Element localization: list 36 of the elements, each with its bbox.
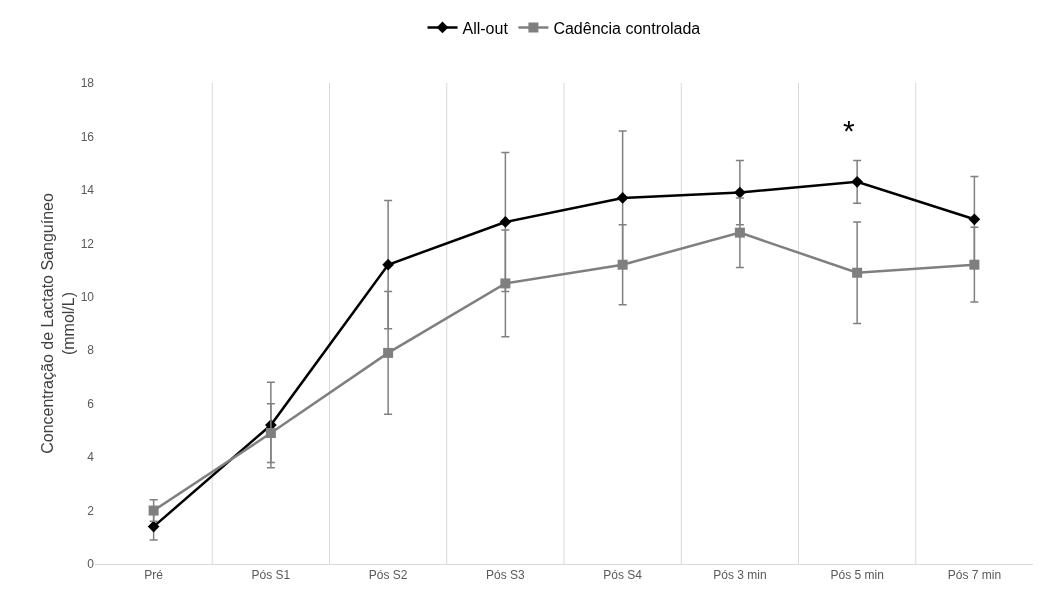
point bbox=[148, 505, 159, 516]
y-axis-title: Concentração de Lactato Sanguíneo (mmol/L) bbox=[39, 193, 77, 454]
x-tick-label: Pós 3 min bbox=[713, 568, 767, 583]
point bbox=[383, 347, 394, 358]
point bbox=[499, 216, 512, 228]
x-tick-label: Pós 5 min bbox=[830, 568, 884, 583]
y-tick-label: 18 bbox=[80, 76, 95, 91]
x-tick-label: Pós S2 bbox=[368, 568, 408, 583]
point bbox=[617, 259, 628, 270]
x-tick-label: Pré bbox=[144, 568, 164, 583]
y-tick-label: 16 bbox=[80, 129, 95, 144]
point bbox=[968, 213, 981, 226]
y-tick-label: 8 bbox=[87, 343, 95, 358]
y-tick-label: 4 bbox=[87, 450, 95, 465]
x-tick-label: Pós 7 min bbox=[947, 568, 1002, 583]
point bbox=[734, 186, 746, 199]
point bbox=[969, 259, 980, 270]
point bbox=[500, 278, 511, 289]
point bbox=[265, 428, 276, 439]
y-tick-label: 6 bbox=[87, 396, 95, 411]
y-tick-label: 14 bbox=[80, 183, 95, 198]
legend-label: Cadência controlada bbox=[553, 19, 701, 37]
y-tick-label: 12 bbox=[80, 236, 95, 251]
x-tick-label: Pós S4 bbox=[603, 568, 643, 583]
y-tick-label: 10 bbox=[80, 289, 95, 304]
annotation: * bbox=[843, 114, 855, 147]
y-tick-label: 0 bbox=[87, 557, 95, 572]
x-tick-label: Pós S1 bbox=[251, 568, 291, 583]
point bbox=[852, 267, 863, 278]
point bbox=[382, 258, 394, 271]
point bbox=[851, 176, 863, 188]
x-tick-label: Pós S3 bbox=[486, 568, 526, 583]
point bbox=[616, 192, 629, 204]
point bbox=[734, 227, 745, 238]
legend-label: All-out bbox=[462, 19, 509, 37]
y-tick-label: 2 bbox=[87, 503, 95, 518]
